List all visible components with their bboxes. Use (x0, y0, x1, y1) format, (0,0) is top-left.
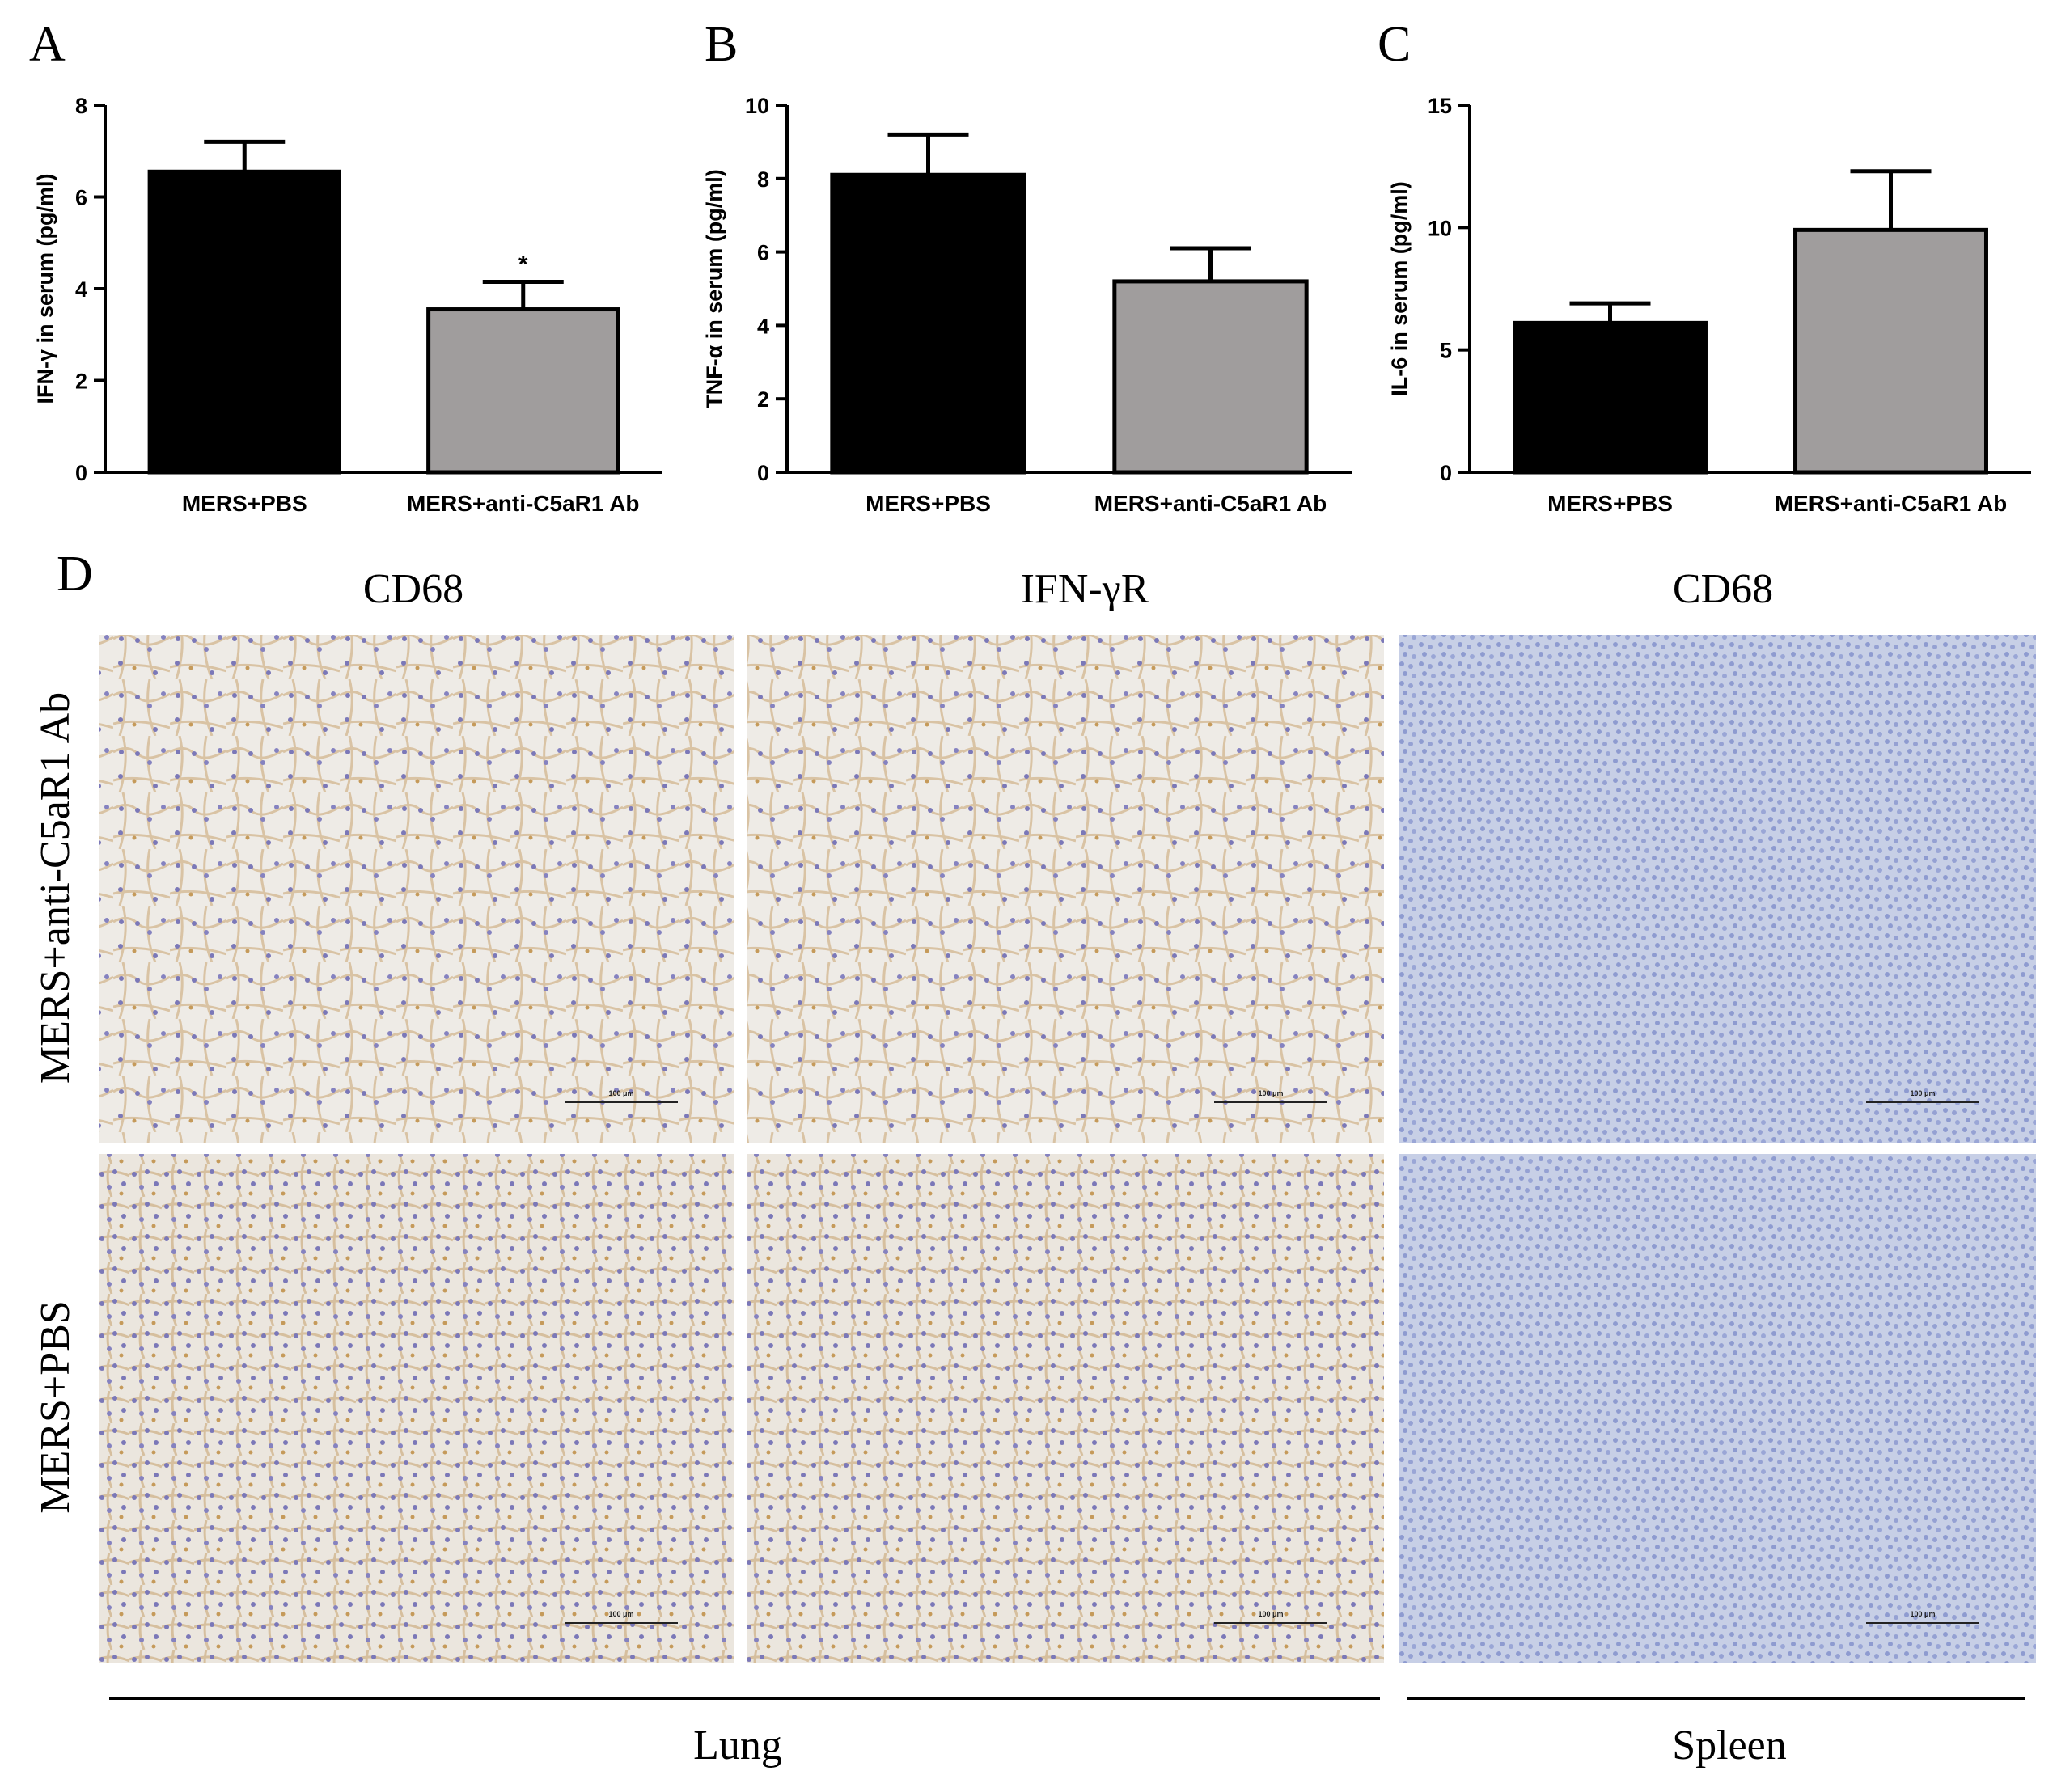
column-header: CD68 (1673, 566, 1773, 612)
y-tick-label: 10 (1428, 216, 1452, 240)
scale-bar-label: 100 μm (1258, 1610, 1283, 1618)
y-tick-label: 2 (757, 387, 769, 412)
y-tick-label: 6 (75, 186, 87, 210)
y-axis-label: IFN-γ in serum (pg/ml) (33, 173, 57, 404)
bar (1112, 279, 1309, 475)
micrograph (747, 1154, 1384, 1663)
x-tick-label: MERS+anti-C5aR1 Ab (1094, 491, 1327, 516)
row-label: MERS+PBS (32, 1300, 78, 1513)
micrograph (1399, 1154, 2036, 1663)
annotation: * (518, 251, 528, 277)
y-tick-label: 4 (757, 314, 769, 338)
chart: A IFN-γ in serum (pg/ml) 0 2 4 6 8 MERS+PBS MERS… (29, 17, 662, 516)
row-label: MERS+anti-C5aR1 Ab (32, 692, 78, 1084)
scale-bar-label: 100 μm (1910, 1610, 1935, 1618)
panel-d: D CD68 IFN-γR CD68 MERS+anti-C5aR1 Ab ME… (32, 547, 2036, 1769)
bar (147, 169, 341, 475)
chart: C IL-6 in serum (pg/ml) 0 5 10 15 MERS+PBS MERS… (1378, 17, 2031, 516)
panel-label: B (705, 17, 738, 72)
x-tick-label: MERS+PBS (866, 491, 991, 516)
x-tick-label: MERS+PBS (1547, 491, 1673, 516)
y-tick-label: 4 (75, 277, 87, 302)
y-axis-label: TNF-α in serum (pg/ml) (702, 169, 726, 408)
micrograph (747, 635, 1384, 1143)
y-tick-label: 15 (1428, 94, 1452, 118)
chart: B TNF-α in serum (pg/ml) 0 2 4 6 8 10 MERS+PBS ME… (702, 17, 1352, 516)
bar (1793, 227, 1988, 475)
panel-label: A (29, 17, 66, 72)
scale-bar-label: 100 μm (1258, 1089, 1283, 1097)
panel-label: C (1378, 17, 1411, 72)
y-tick-label: 8 (757, 167, 769, 192)
column-header: IFN-γR (1021, 566, 1149, 612)
scale-bar-label: 100 μm (608, 1089, 633, 1097)
group-label: Lung (693, 1722, 782, 1769)
y-tick-label: 8 (75, 94, 87, 118)
x-tick-label: MERS+PBS (182, 491, 307, 516)
y-tick-label: 5 (1440, 339, 1452, 363)
panel-label: D (57, 547, 93, 602)
scale-bar-label: 100 μm (1910, 1089, 1935, 1097)
bar (1513, 320, 1708, 475)
y-tick-label: 0 (75, 461, 87, 485)
y-tick-label: 0 (1440, 461, 1452, 485)
bar (830, 172, 1026, 475)
micrograph (99, 1154, 734, 1663)
micrograph (1399, 635, 2036, 1143)
x-tick-label: MERS+anti-C5aR1 Ab (1775, 491, 2008, 516)
y-tick-label: 6 (757, 241, 769, 265)
y-axis-label: IL-6 in serum (pg/ml) (1387, 181, 1412, 396)
scale-bar-label: 100 μm (608, 1610, 633, 1618)
column-header: CD68 (363, 566, 463, 612)
x-tick-label: MERS+anti-C5aR1 Ab (407, 491, 640, 516)
group-label: Spleen (1672, 1722, 1787, 1769)
y-tick-label: 0 (757, 461, 769, 485)
y-tick-label: 2 (75, 370, 87, 394)
micrograph (99, 635, 734, 1143)
y-tick-label: 10 (745, 94, 769, 118)
bar (426, 307, 620, 475)
